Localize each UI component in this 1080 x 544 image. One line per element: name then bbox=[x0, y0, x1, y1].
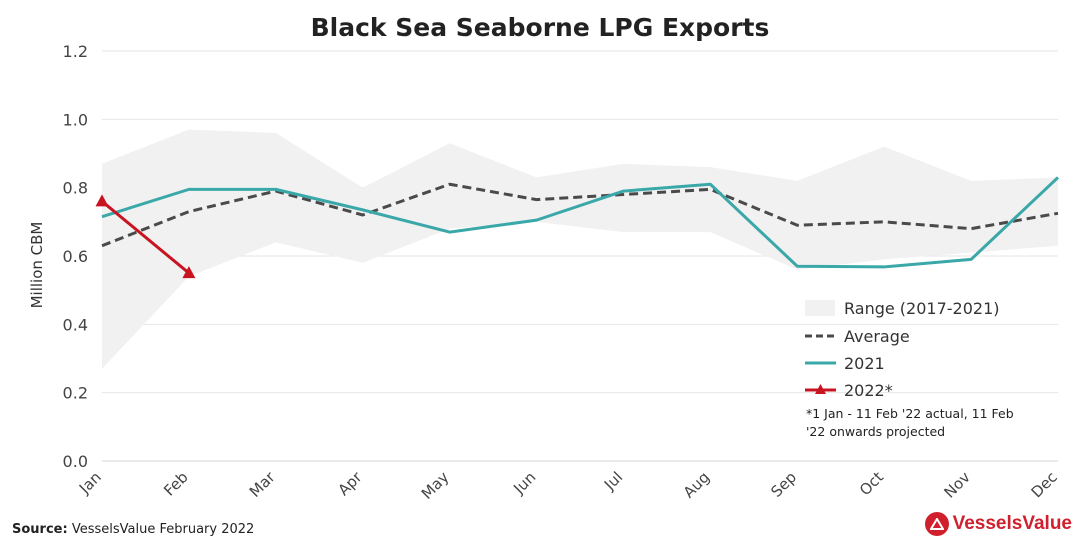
x-tick-label: Jun bbox=[509, 468, 539, 498]
legend-range-label: Range (2017-2021) bbox=[844, 299, 1000, 318]
legend-2021-label: 2021 bbox=[844, 354, 885, 373]
y-tick-label: 0.6 bbox=[63, 247, 88, 266]
x-tick-label: Nov bbox=[940, 468, 974, 502]
footnote-line-1: *1 Jan - 11 Feb '22 actual, 11 Feb bbox=[806, 406, 1014, 421]
x-tick-label: May bbox=[418, 468, 453, 503]
legend-2022-label: 2022* bbox=[844, 381, 893, 400]
series-line-average bbox=[101, 182, 1059, 248]
legend: Range (2017-2021) Average 2021 2022* *1 … bbox=[805, 299, 1014, 439]
y-axis-label: Million CBM bbox=[28, 222, 46, 309]
series-marker-2022 bbox=[182, 266, 196, 279]
chart-title: Black Sea Seaborne LPG Exports bbox=[311, 13, 770, 42]
x-tick-label: Jan bbox=[75, 468, 105, 498]
legend-average-label: Average bbox=[844, 327, 910, 346]
x-tick-label: Apr bbox=[334, 468, 366, 500]
y-tick-label: 0.0 bbox=[63, 452, 88, 471]
x-tick-label: Oct bbox=[856, 468, 887, 499]
brand-name: VesselsValue bbox=[952, 513, 1072, 534]
source-note: Source: VesselsValue February 2022 bbox=[12, 522, 254, 537]
y-tick-label: 1.0 bbox=[63, 110, 88, 129]
legend-2022-marker bbox=[815, 384, 826, 394]
y-tick-label: 0.2 bbox=[63, 384, 88, 403]
series-line-2022 bbox=[101, 200, 190, 275]
y-tick-label: 1.2 bbox=[63, 42, 88, 61]
x-tick-label: Dec bbox=[1028, 468, 1061, 501]
y-tick-label: 0.8 bbox=[63, 179, 88, 198]
brand-logo: VesselsValue bbox=[924, 512, 1072, 536]
source-label: Source: bbox=[12, 522, 68, 537]
y-tick-label: 0.4 bbox=[63, 315, 88, 334]
brand-logo-icon bbox=[924, 512, 949, 536]
series-line-2021 bbox=[101, 176, 1060, 269]
source-text: VesselsValue February 2022 bbox=[71, 522, 255, 537]
x-tick-label: Mar bbox=[246, 468, 279, 501]
footnote-line-2: '22 onwards projected bbox=[806, 424, 945, 439]
range-area bbox=[102, 129, 1058, 369]
legend-range-swatch bbox=[805, 300, 835, 316]
x-tick-label: Aug bbox=[680, 468, 713, 501]
x-tick-label: Feb bbox=[160, 468, 192, 500]
x-tick-label: Sep bbox=[767, 468, 800, 501]
x-tick-label: Jul bbox=[600, 468, 626, 494]
series-marker-2022 bbox=[95, 194, 109, 207]
